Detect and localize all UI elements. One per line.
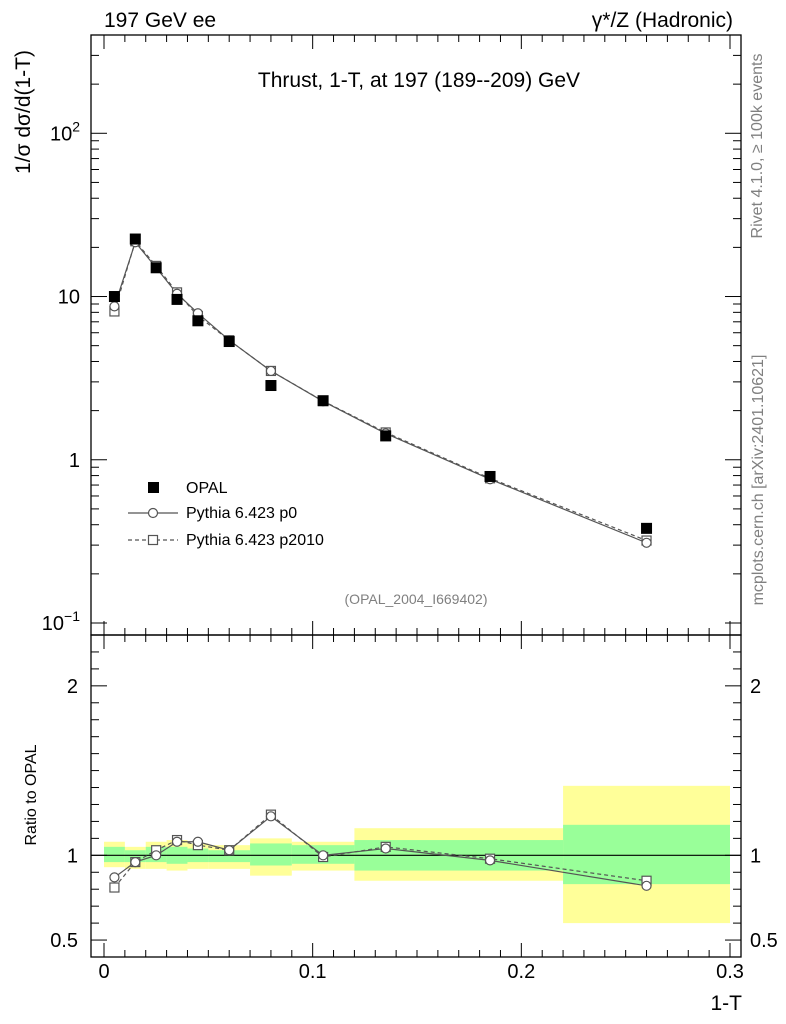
x-tick-label: 0 [98, 961, 109, 983]
ratio-point-p0 [192, 836, 203, 847]
point-opal [641, 522, 653, 534]
rivet-label: Rivet 4.1.0, ≥ 100k events [749, 54, 766, 239]
point-opal [484, 470, 496, 482]
x-tick-label: 0.1 [299, 961, 327, 983]
point-opal [171, 293, 183, 305]
point-p0 [641, 537, 652, 548]
ratio-band-green [250, 843, 292, 866]
ratio-y-tick-label-right: 1 [750, 845, 761, 867]
x-tick-label: 0.3 [716, 961, 744, 983]
main-series [108, 233, 653, 548]
ratio-point-p0 [484, 855, 496, 866]
ratio-band-green [563, 824, 730, 885]
x-tick-label: 0.2 [507, 961, 535, 983]
ratio-point-p0 [265, 811, 277, 822]
point-p0 [109, 301, 120, 312]
ratio-series [109, 809, 652, 893]
series-line-p0 [113, 241, 647, 544]
legend-marker-opal [148, 482, 159, 493]
point-opal [150, 262, 162, 274]
ratio-band-green [104, 846, 125, 863]
ratio-y-tick-label-left: 1 [67, 845, 78, 867]
ratio-y-tick-label-right: 0.5 [750, 930, 778, 952]
legend-label-p0: Pythia 6.423 p0 [186, 505, 297, 522]
point-opal [223, 336, 235, 348]
y-tick-label: 1 [69, 450, 80, 472]
point-opal [129, 233, 141, 245]
y-tick-label: 10 [58, 287, 80, 309]
x-axis-title: 1-T [711, 992, 743, 1015]
ratio-bands [104, 785, 730, 924]
header-left: 197 GeV ee [104, 9, 216, 32]
axis-frames [90, 34, 742, 958]
ratio-point-p0 [380, 843, 391, 854]
header-right: γ*/Z (Hadronic) [592, 9, 733, 32]
legend-label-p2010: Pythia 6.423 p2010 [186, 532, 324, 549]
ratio-point-p2010 [109, 882, 120, 893]
ratio-y-tick-label-left: 2 [67, 676, 78, 698]
legend: OPAL Pythia 6.423 p0 Pythia 6.423 p2010 [128, 480, 324, 549]
ratio-y-tick-label-right: 2 [750, 676, 761, 698]
legend-marker-p0 [147, 507, 159, 519]
y-tick-label: 10−1 [42, 608, 80, 635]
point-p0 [265, 365, 277, 377]
ratio-point-p0 [318, 850, 329, 861]
ratio-point-p0 [151, 850, 162, 861]
legend-marker-p2010 [147, 534, 159, 546]
ratio-point-p0 [130, 856, 141, 868]
ratio-point-p0 [109, 872, 120, 883]
ratio-band-green [124, 850, 146, 863]
ratio-y-axis-title: Ratio to OPAL [23, 744, 40, 845]
ratio-band-green [208, 850, 251, 863]
point-opal [265, 380, 277, 392]
point-opal [380, 430, 392, 442]
ratio-point-p0 [171, 836, 183, 847]
ratio-point-p0 [641, 880, 652, 891]
y-tick-label: 102 [50, 118, 80, 145]
point-opal [192, 315, 204, 327]
point-opal [108, 291, 120, 303]
plot-title: Thrust, 1-T, at 197 (189--209) GeV [258, 69, 580, 92]
ratio-y-tick-label-left: 0.5 [50, 930, 78, 952]
axis-ticks: 0 0.1 0.2 0.3 10−1 1 10 102 0.5 0.5 1 1 2 2 [42, 34, 778, 983]
point-opal [317, 395, 329, 407]
ratio-frame [90, 634, 742, 958]
legend-label-opal: OPAL [186, 480, 228, 497]
analysis-id: (OPAL_2004_I669402) [345, 591, 488, 607]
ratio-point-p0 [224, 845, 235, 856]
y-axis-title: 1/σ dσ/d(1-T) [12, 50, 35, 174]
mcplots-label: mcplots.cern.ch [arXiv:2401.10621] [750, 355, 767, 606]
